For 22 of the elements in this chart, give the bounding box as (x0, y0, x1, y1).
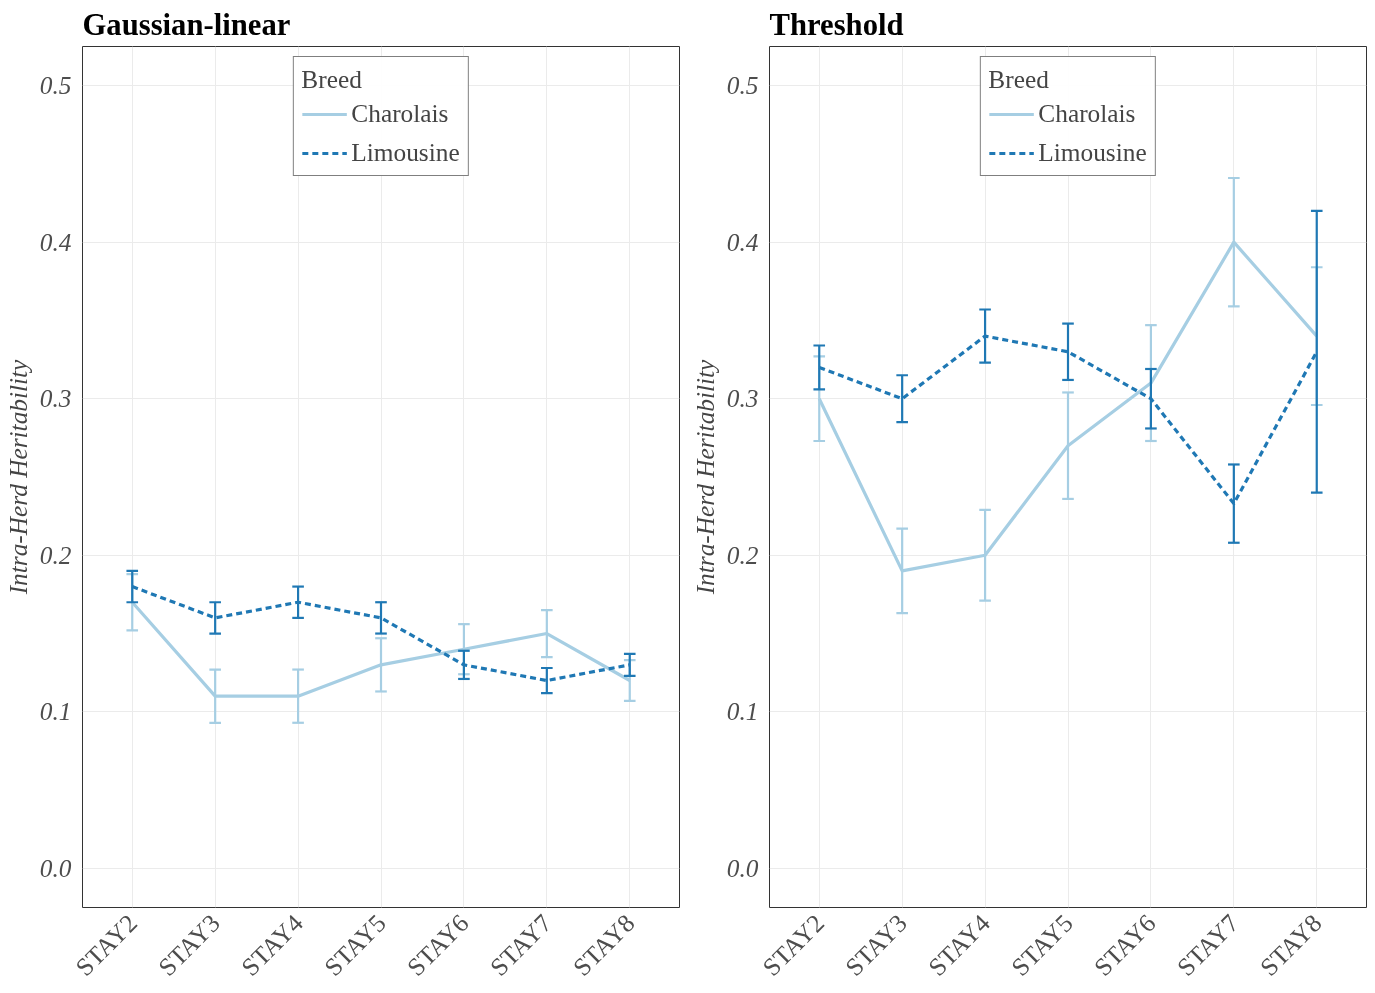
chart-title: Gaussian-linear (82, 7, 291, 42)
legend-title: Breed (988, 65, 1050, 94)
y-axis-title: Intra-Herd Heritability (690, 358, 719, 596)
y-tick-label: 0.4 (726, 227, 759, 256)
y-tick-label: 0.3 (726, 384, 759, 413)
y-tick-label: 0.1 (39, 697, 72, 726)
y-tick-label: 0.1 (726, 697, 759, 726)
legend-label: Charolais (1038, 99, 1136, 128)
y-tick-label: 0.2 (39, 540, 72, 569)
y-tick-label: 0.3 (39, 384, 72, 413)
legend-label: Limousine (351, 138, 460, 167)
chart-title: Threshold (769, 7, 904, 42)
legend-label: Limousine (1038, 138, 1147, 167)
y-tick-label: 0.5 (39, 71, 72, 100)
y-tick-label: 0.4 (39, 227, 72, 256)
legend-title: Breed (301, 65, 363, 94)
y-axis-title: Intra-Herd Heritability (3, 358, 32, 596)
y-tick-label: 0.0 (726, 853, 759, 882)
y-tick-label: 0.0 (39, 853, 72, 882)
y-tick-label: 0.2 (726, 540, 759, 569)
legend-label: Charolais (351, 99, 449, 128)
y-tick-label: 0.5 (726, 71, 759, 100)
